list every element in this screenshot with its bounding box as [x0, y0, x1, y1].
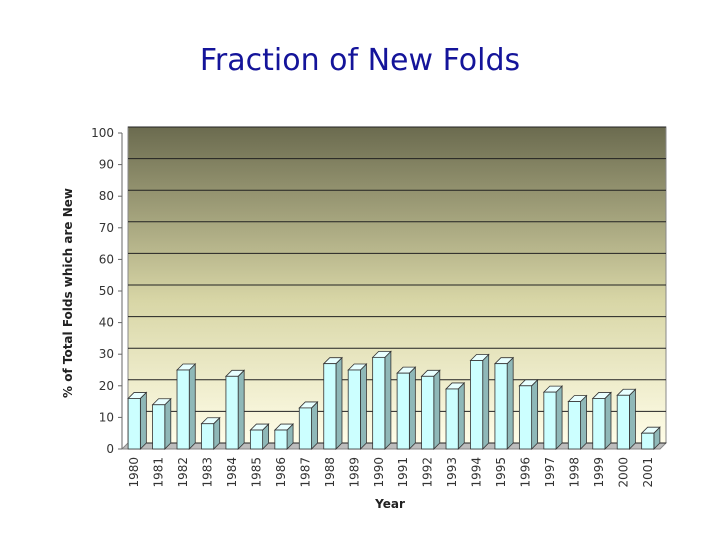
- bar-side: [164, 397, 172, 450]
- x-tick-label: 1998: [567, 457, 581, 488]
- x-tick-label: 1983: [201, 457, 215, 488]
- bar: [176, 369, 190, 450]
- bar-side: [335, 356, 343, 450]
- x-tick-label: 1994: [470, 457, 484, 488]
- x-axis-label: Year: [374, 497, 405, 511]
- x-tick-label: 1991: [396, 457, 410, 488]
- y-tick-label: 10: [99, 410, 114, 424]
- bar: [641, 432, 655, 450]
- bar: [249, 429, 264, 450]
- x-tick-label: 1997: [543, 457, 557, 488]
- bar: [518, 385, 533, 450]
- bar-side: [482, 353, 490, 450]
- bar: [372, 356, 386, 450]
- bar: [127, 398, 141, 450]
- y-tick-label: 20: [99, 379, 114, 393]
- y-axis-label: % of Total Folds which are New: [61, 188, 75, 398]
- bar: [421, 375, 435, 450]
- bar: [445, 388, 459, 450]
- bar-side: [237, 369, 245, 450]
- bar-side: [433, 369, 441, 450]
- y-tick-label: 40: [99, 316, 114, 330]
- bar-side: [506, 356, 514, 450]
- bar: [494, 363, 508, 450]
- x-tick-label: 1988: [323, 457, 337, 488]
- bar-side: [139, 391, 147, 450]
- bar: [152, 404, 166, 450]
- bar: [396, 372, 410, 450]
- x-tick-label: 1986: [274, 457, 288, 488]
- x-tick-label: 1993: [445, 457, 459, 488]
- bar: [470, 360, 484, 450]
- x-tick-label: 2000: [616, 457, 630, 488]
- bar: [274, 429, 288, 450]
- bar: [225, 375, 239, 450]
- bar: [567, 401, 581, 450]
- y-tick-label: 80: [99, 189, 114, 203]
- bar-side: [580, 394, 587, 450]
- y-tick-label: 70: [99, 221, 114, 235]
- bar: [323, 363, 337, 450]
- bar: [616, 394, 630, 450]
- y-tick-label: 50: [99, 284, 114, 298]
- bar-side: [604, 391, 612, 450]
- bar: [543, 391, 557, 450]
- bar-side: [188, 363, 196, 450]
- y-tick-label: 60: [99, 252, 114, 266]
- x-tick-label: 2001: [641, 457, 655, 488]
- bar-side: [408, 366, 416, 450]
- bar-side: [384, 350, 392, 450]
- bar: [298, 407, 312, 450]
- bar-side: [457, 381, 465, 450]
- x-tick-label: 1992: [421, 457, 435, 488]
- bar-side: [311, 400, 318, 450]
- bar-side: [555, 385, 563, 450]
- x-tick-label: 1985: [250, 457, 264, 488]
- x-tick-label: 1989: [347, 457, 361, 488]
- x-tick-label: 1987: [298, 457, 312, 488]
- bar-side: [629, 388, 636, 450]
- x-tick-label: 1999: [592, 457, 606, 488]
- x-tick-label: 1996: [519, 457, 533, 488]
- x-tick-label: 1980: [127, 457, 141, 488]
- x-tick-label: 1981: [152, 457, 166, 488]
- x-tick-label: 1995: [494, 457, 508, 488]
- bar: [592, 398, 606, 450]
- y-tick-label: 0: [106, 442, 114, 456]
- x-tick-label: 1990: [372, 457, 386, 488]
- bar-side: [360, 363, 367, 450]
- x-tick-label: 1982: [176, 457, 190, 488]
- x-tick-label: 1984: [225, 457, 239, 488]
- y-tick-label: 30: [99, 347, 114, 361]
- bar: [201, 423, 215, 450]
- y-tick-label: 90: [99, 158, 114, 172]
- bar-side: [531, 378, 539, 450]
- y-tick-label: 100: [91, 126, 114, 140]
- bar: [347, 369, 361, 450]
- chart-title: Fraction of New Folds: [200, 43, 520, 78]
